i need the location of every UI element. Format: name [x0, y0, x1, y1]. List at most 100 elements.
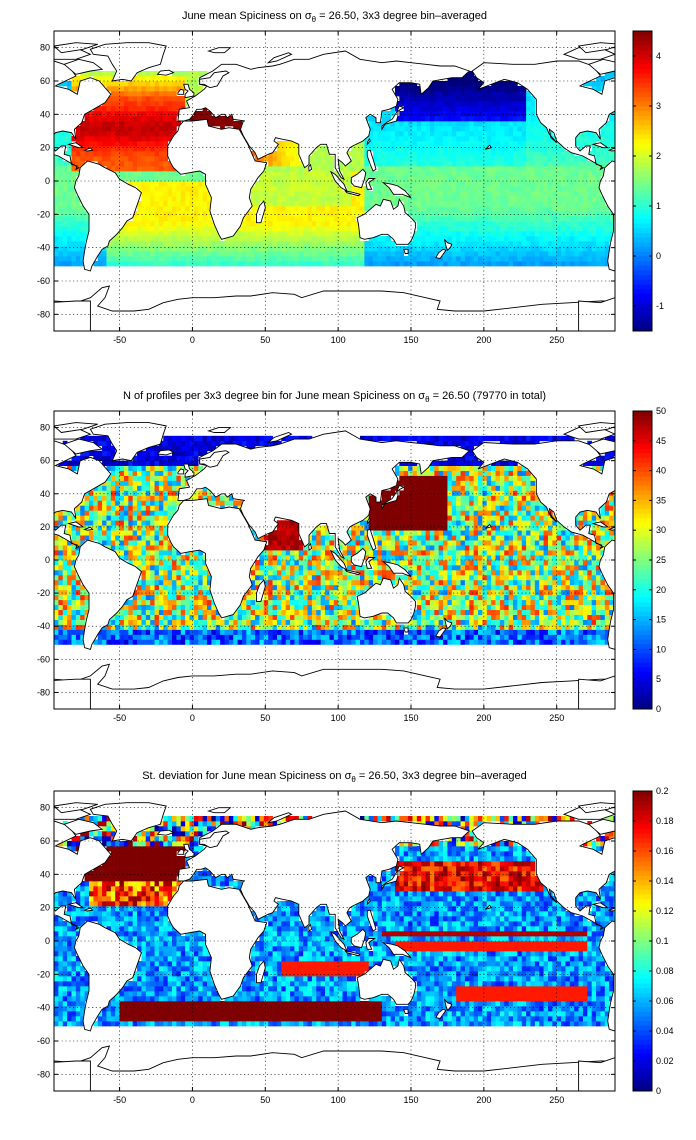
data-bin [416, 136, 422, 142]
data-bin [58, 236, 64, 242]
data-bin [150, 629, 155, 635]
colorbar-segment [633, 171, 652, 177]
data-bin [587, 201, 593, 207]
data-bin [561, 156, 566, 162]
data-bin [259, 231, 265, 237]
data-bin [193, 555, 199, 561]
data-bin [569, 201, 575, 207]
data-bin [281, 589, 287, 596]
data-bin [58, 550, 64, 556]
data-bin [106, 86, 112, 92]
data-bin [582, 176, 588, 182]
colorbar-segment [633, 59, 652, 65]
data-bin [154, 445, 160, 452]
data-bin [150, 500, 155, 506]
data-bin [460, 256, 466, 262]
data-bin [325, 226, 330, 232]
data-bin [394, 246, 400, 252]
data-bin [80, 71, 85, 77]
data-bin [386, 246, 391, 252]
data-bin [499, 221, 505, 227]
data-bin [333, 226, 339, 232]
data-bin [543, 186, 549, 192]
data-bin [408, 261, 413, 267]
data-bin [473, 116, 479, 122]
data-bin [172, 231, 177, 237]
data-bin [281, 181, 287, 187]
data-bin [137, 261, 142, 267]
data-bin [202, 251, 208, 257]
y-tick-label: -40 [37, 243, 50, 253]
data-bin [443, 181, 448, 187]
data-bin [294, 221, 300, 227]
data-bin [246, 246, 252, 252]
data-bin [508, 201, 514, 207]
data-bin [237, 246, 243, 252]
data-bin [443, 81, 448, 87]
data-bin [552, 141, 558, 147]
data-bin [145, 594, 151, 601]
data-bin [578, 246, 584, 252]
data-bin [145, 216, 151, 222]
data-bin [58, 579, 64, 586]
data-bin [604, 211, 610, 217]
data-bin [272, 540, 278, 546]
data-bin [495, 251, 501, 257]
data-bin [119, 475, 125, 481]
data-bin [294, 246, 300, 252]
data-bin [198, 574, 203, 581]
data-bin [513, 206, 518, 212]
data-bin [193, 435, 199, 442]
data-bin [604, 151, 610, 157]
data-bin [259, 614, 265, 620]
data-bin [591, 261, 597, 267]
data-bin [373, 201, 378, 207]
data-bin [198, 629, 203, 635]
data-bin [386, 166, 391, 172]
data-bin [54, 510, 59, 516]
data-bin [263, 256, 269, 262]
data-bin [163, 445, 169, 452]
data-bin [54, 614, 59, 620]
data-bin [263, 555, 269, 561]
data-bin [307, 191, 313, 197]
data-bin [80, 589, 85, 596]
data-bin [478, 81, 483, 87]
data-bin [102, 116, 107, 122]
data-bin [342, 216, 348, 222]
data-bin [574, 206, 579, 212]
data-bin [145, 460, 151, 466]
data-bin [281, 584, 287, 591]
data-bin [408, 96, 413, 102]
data-bin [443, 176, 448, 182]
data-bin [460, 86, 466, 92]
data-bin [62, 510, 68, 516]
data-bin [141, 126, 147, 132]
data-bin [311, 221, 317, 227]
data-bin [263, 589, 269, 596]
data-bin [534, 141, 540, 147]
data-bin [198, 201, 203, 207]
data-bin [482, 251, 488, 257]
data-bin [355, 241, 361, 247]
data-bin [176, 246, 182, 252]
data-bin [137, 231, 142, 237]
data-bin [473, 201, 479, 207]
data-bin [154, 480, 160, 486]
data-bin [464, 201, 470, 207]
coastline-tasmania [403, 248, 409, 254]
data-bin [447, 126, 453, 132]
data-bin [167, 490, 173, 496]
data-bin [547, 216, 553, 222]
data-bin [412, 136, 418, 142]
data-bin [521, 236, 527, 242]
data-bin [220, 505, 225, 511]
data-bin [451, 191, 457, 197]
x-tick-label: 50 [260, 335, 270, 345]
data-bin [80, 614, 85, 620]
data-bin [176, 440, 182, 447]
data-bin [526, 116, 531, 122]
data-bin [281, 545, 287, 551]
data-bin [154, 156, 160, 162]
data-bin [150, 515, 155, 521]
